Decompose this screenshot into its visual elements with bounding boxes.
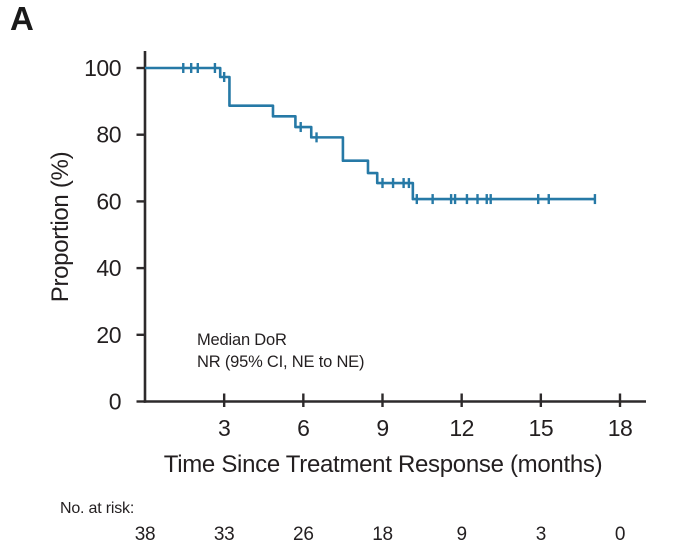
panel-label: A bbox=[10, 0, 34, 37]
at-risk-value: 38 bbox=[134, 524, 156, 545]
x-tick-label: 18 bbox=[608, 415, 633, 441]
km-curve bbox=[145, 66, 595, 201]
x-tick-label: 3 bbox=[218, 415, 230, 441]
at-risk-row: 38 33 26 18 9 3 0 bbox=[0, 524, 673, 548]
median-annotation-line1: Median DoR bbox=[197, 331, 287, 349]
at-risk-value: 18 bbox=[372, 524, 393, 545]
at-risk-value: 9 bbox=[456, 524, 468, 545]
y-tick-label: 40 bbox=[96, 255, 121, 281]
y-axis-title: Proportion (%) bbox=[47, 151, 74, 303]
at-risk-value: 33 bbox=[213, 524, 235, 545]
x-tick-label: 15 bbox=[529, 415, 554, 441]
median-annotation: Median DoR NR (95% CI, NE to NE) bbox=[197, 330, 364, 373]
at-risk-label: No. at risk: bbox=[60, 500, 135, 517]
y-tick-label: 60 bbox=[96, 188, 121, 214]
x-tick-label: 6 bbox=[297, 415, 309, 441]
y-tick-label: 80 bbox=[96, 122, 121, 148]
median-annotation-line2: NR (95% CI, NE to NE) bbox=[197, 352, 365, 371]
y-tick-label: 0 bbox=[109, 389, 121, 415]
at-risk-value: 26 bbox=[293, 524, 314, 545]
y-tick-label: 100 bbox=[84, 55, 121, 81]
y-tick-label: 20 bbox=[96, 322, 121, 348]
at-risk-value: 0 bbox=[614, 524, 626, 545]
at-risk-value: 3 bbox=[535, 524, 547, 545]
x-tick-label: 9 bbox=[376, 415, 388, 441]
x-tick-label: 12 bbox=[449, 415, 474, 441]
x-axis-title: Time Since Treatment Response (months) bbox=[163, 451, 603, 478]
